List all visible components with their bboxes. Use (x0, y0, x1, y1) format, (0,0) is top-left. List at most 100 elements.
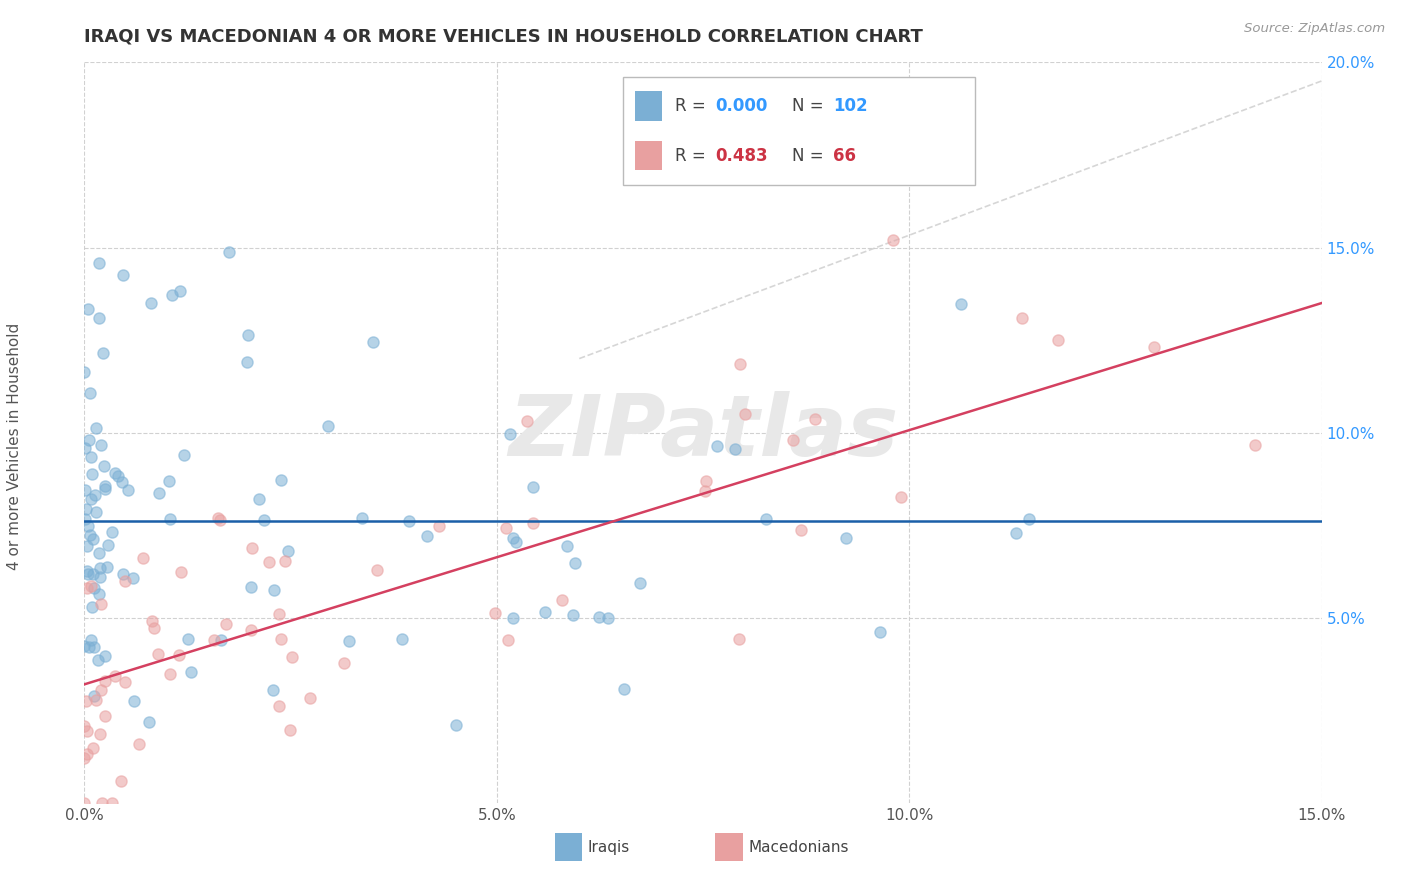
Point (1004, 525, 1026, 540)
Point (76, 581, 98, 595)
Point (890, 490, 912, 504)
Text: ZIPatlas: ZIPatlas (508, 391, 898, 475)
Point (214, 616, 236, 631)
Point (75, 502, 97, 516)
Point (522, 516, 544, 530)
Point (139, 296, 162, 310)
Point (96, 560, 118, 574)
Point (247, 491, 270, 506)
Point (782, 434, 804, 448)
Point (76, 747, 98, 761)
Point (89, 570, 111, 584)
Point (444, 718, 467, 732)
Point (337, 634, 360, 648)
Point (128, 737, 150, 751)
Point (177, 632, 200, 646)
Point (723, 442, 745, 457)
Point (298, 690, 321, 705)
Point (76, 723, 98, 738)
Point (1143, 341, 1166, 355)
Point (277, 544, 299, 558)
Text: R =: R = (675, 146, 710, 165)
Point (82, 740, 104, 755)
Point (706, 438, 728, 452)
Point (550, 593, 572, 607)
Point (75, 483, 97, 498)
Point (110, 773, 132, 788)
Point (516, 413, 538, 427)
Point (352, 511, 374, 525)
Point (132, 550, 155, 565)
Point (90, 597, 112, 611)
Point (555, 540, 578, 554)
Point (84, 488, 107, 502)
Point (1046, 333, 1069, 347)
Point (281, 649, 304, 664)
Point (270, 473, 292, 487)
Point (138, 714, 160, 729)
Point (173, 448, 195, 462)
Point (695, 475, 717, 489)
Point (76, 564, 98, 578)
Point (80, 492, 103, 507)
Point (790, 523, 813, 537)
Point (484, 606, 506, 620)
Point (73, 365, 96, 379)
Point (159, 667, 181, 681)
Point (949, 297, 972, 311)
Point (502, 532, 524, 546)
Point (80, 600, 103, 615)
Point (1011, 311, 1033, 326)
Text: N =: N = (792, 97, 830, 115)
Point (83, 640, 105, 654)
Point (262, 683, 284, 698)
Point (90, 437, 112, 451)
Point (218, 244, 240, 259)
Point (107, 468, 129, 483)
Point (240, 580, 263, 594)
Point (82, 532, 104, 546)
Point (804, 412, 827, 426)
Point (361, 334, 384, 349)
Point (90, 683, 112, 698)
Point (259, 555, 281, 569)
Point (522, 480, 544, 494)
Point (117, 483, 139, 498)
FancyBboxPatch shape (716, 833, 742, 862)
Point (160, 288, 183, 302)
Point (114, 574, 136, 589)
Point (83, 690, 105, 704)
Point (94, 673, 117, 688)
Point (269, 698, 291, 713)
Point (73, 441, 96, 455)
Point (180, 665, 202, 680)
Point (91, 345, 114, 359)
Text: IRAQI VS MACEDONIAN 4 OR MORE VEHICLES IN HOUSEHOLD CORRELATION CHART: IRAQI VS MACEDONIAN 4 OR MORE VEHICLES I… (84, 28, 924, 45)
Point (427, 518, 450, 533)
Point (80, 467, 103, 482)
Point (495, 521, 517, 535)
Point (502, 611, 524, 625)
Text: 4 or more Vehicles in Household: 4 or more Vehicles in Household (7, 322, 21, 570)
Point (159, 512, 181, 526)
Point (416, 528, 439, 542)
Point (73, 719, 96, 733)
Point (94, 649, 117, 664)
Text: Iraqis: Iraqis (588, 839, 630, 855)
Point (97, 538, 120, 552)
Point (75, 511, 97, 525)
Point (252, 513, 274, 527)
Point (267, 607, 290, 622)
Point (87, 653, 110, 667)
Point (533, 605, 555, 619)
Point (366, 563, 388, 577)
Point (157, 474, 180, 488)
Point (83, 582, 105, 596)
Point (84, 421, 107, 435)
Point (499, 426, 522, 441)
Point (202, 633, 225, 648)
FancyBboxPatch shape (636, 141, 662, 170)
Point (564, 556, 586, 570)
Point (169, 648, 191, 662)
Point (496, 633, 519, 648)
